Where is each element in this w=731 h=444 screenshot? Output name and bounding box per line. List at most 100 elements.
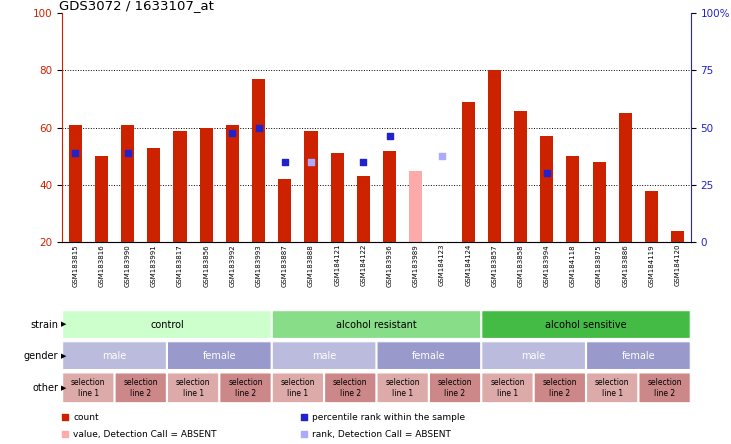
FancyBboxPatch shape xyxy=(63,342,167,369)
Point xyxy=(227,130,238,137)
Text: selection
line 2: selection line 2 xyxy=(124,378,158,397)
Bar xyxy=(593,162,606,242)
Text: selection
line 2: selection line 2 xyxy=(438,378,472,397)
FancyBboxPatch shape xyxy=(482,373,533,403)
Text: gender: gender xyxy=(24,351,58,361)
Text: GDS3072 / 1633107_at: GDS3072 / 1633107_at xyxy=(59,0,214,12)
FancyBboxPatch shape xyxy=(167,373,219,403)
Text: GSM183994: GSM183994 xyxy=(544,244,550,287)
Text: GSM184124: GSM184124 xyxy=(465,244,471,286)
Text: female: female xyxy=(621,351,655,361)
Text: GSM184120: GSM184120 xyxy=(675,244,681,286)
Text: GSM183936: GSM183936 xyxy=(387,244,393,287)
FancyBboxPatch shape xyxy=(586,342,690,369)
Text: selection
line 2: selection line 2 xyxy=(542,378,577,397)
Point xyxy=(279,159,291,166)
FancyBboxPatch shape xyxy=(63,373,114,403)
Text: other: other xyxy=(32,383,58,393)
Bar xyxy=(567,156,580,242)
Text: GSM183857: GSM183857 xyxy=(491,244,497,287)
Text: selection
line 1: selection line 1 xyxy=(595,378,629,397)
Bar xyxy=(645,190,658,242)
Point xyxy=(541,170,553,177)
FancyBboxPatch shape xyxy=(115,373,167,403)
Text: GSM183991: GSM183991 xyxy=(151,244,157,287)
Text: GSM183816: GSM183816 xyxy=(99,244,105,287)
Bar xyxy=(279,179,292,242)
Bar xyxy=(147,148,160,242)
Text: GSM183858: GSM183858 xyxy=(518,244,523,287)
Text: GSM183887: GSM183887 xyxy=(281,244,288,287)
Bar xyxy=(409,170,423,242)
Point xyxy=(59,431,71,438)
FancyBboxPatch shape xyxy=(325,373,376,403)
Text: GSM184118: GSM184118 xyxy=(570,244,576,287)
Text: ▶: ▶ xyxy=(61,353,66,359)
Bar xyxy=(436,242,449,293)
Text: GSM183875: GSM183875 xyxy=(596,244,602,287)
Text: rank, Detection Call = ABSENT: rank, Detection Call = ABSENT xyxy=(312,430,451,439)
Text: male: male xyxy=(521,351,546,361)
Text: selection
line 1: selection line 1 xyxy=(71,378,105,397)
Bar xyxy=(121,125,135,242)
Text: selection
line 1: selection line 1 xyxy=(281,378,315,397)
Point xyxy=(122,150,134,157)
Point xyxy=(384,133,395,140)
Bar xyxy=(514,111,527,242)
Text: selection
line 1: selection line 1 xyxy=(491,378,525,397)
Bar xyxy=(69,125,82,242)
FancyBboxPatch shape xyxy=(482,311,690,338)
Point xyxy=(298,431,310,438)
Text: GSM183888: GSM183888 xyxy=(308,244,314,287)
Text: strain: strain xyxy=(31,320,58,329)
Bar xyxy=(461,102,474,242)
Text: GSM184121: GSM184121 xyxy=(334,244,340,286)
Text: value, Detection Call = ABSENT: value, Detection Call = ABSENT xyxy=(73,430,217,439)
Text: alcohol sensitive: alcohol sensitive xyxy=(545,320,626,329)
Text: selection
line 2: selection line 2 xyxy=(648,378,682,397)
FancyBboxPatch shape xyxy=(482,342,586,369)
FancyBboxPatch shape xyxy=(272,373,324,403)
Bar xyxy=(226,125,239,242)
Text: female: female xyxy=(202,351,236,361)
Bar xyxy=(200,128,213,242)
Text: percentile rank within the sample: percentile rank within the sample xyxy=(312,412,466,421)
Text: GSM183886: GSM183886 xyxy=(622,244,629,287)
Text: female: female xyxy=(412,351,446,361)
Text: selection
line 1: selection line 1 xyxy=(176,378,211,397)
FancyBboxPatch shape xyxy=(586,373,638,403)
Text: alcohol resistant: alcohol resistant xyxy=(336,320,417,329)
FancyBboxPatch shape xyxy=(63,311,271,338)
Text: GSM183815: GSM183815 xyxy=(72,244,78,287)
Text: count: count xyxy=(73,412,99,421)
Bar xyxy=(383,151,396,242)
Text: selection
line 2: selection line 2 xyxy=(333,378,368,397)
Bar xyxy=(304,131,317,242)
Text: ▶: ▶ xyxy=(61,385,66,391)
Point xyxy=(69,150,81,157)
Bar xyxy=(618,113,632,242)
Text: GSM183989: GSM183989 xyxy=(413,244,419,287)
Text: GSM184119: GSM184119 xyxy=(648,244,654,287)
Bar xyxy=(330,153,344,242)
Point xyxy=(59,413,71,420)
FancyBboxPatch shape xyxy=(377,373,428,403)
Text: selection
line 2: selection line 2 xyxy=(228,378,262,397)
Text: male: male xyxy=(102,351,126,361)
FancyBboxPatch shape xyxy=(272,311,481,338)
Text: control: control xyxy=(150,320,183,329)
Text: male: male xyxy=(312,351,336,361)
FancyBboxPatch shape xyxy=(377,342,481,369)
Point xyxy=(253,124,265,131)
Bar xyxy=(173,131,186,242)
Bar xyxy=(95,156,108,242)
Bar xyxy=(671,230,684,242)
Text: ▶: ▶ xyxy=(61,321,66,328)
Text: GSM184123: GSM184123 xyxy=(439,244,445,286)
Bar xyxy=(252,79,265,242)
Text: GSM183990: GSM183990 xyxy=(124,244,131,287)
Text: GSM183992: GSM183992 xyxy=(230,244,235,287)
FancyBboxPatch shape xyxy=(534,373,586,403)
Text: selection
line 1: selection line 1 xyxy=(385,378,420,397)
Point xyxy=(305,159,317,166)
